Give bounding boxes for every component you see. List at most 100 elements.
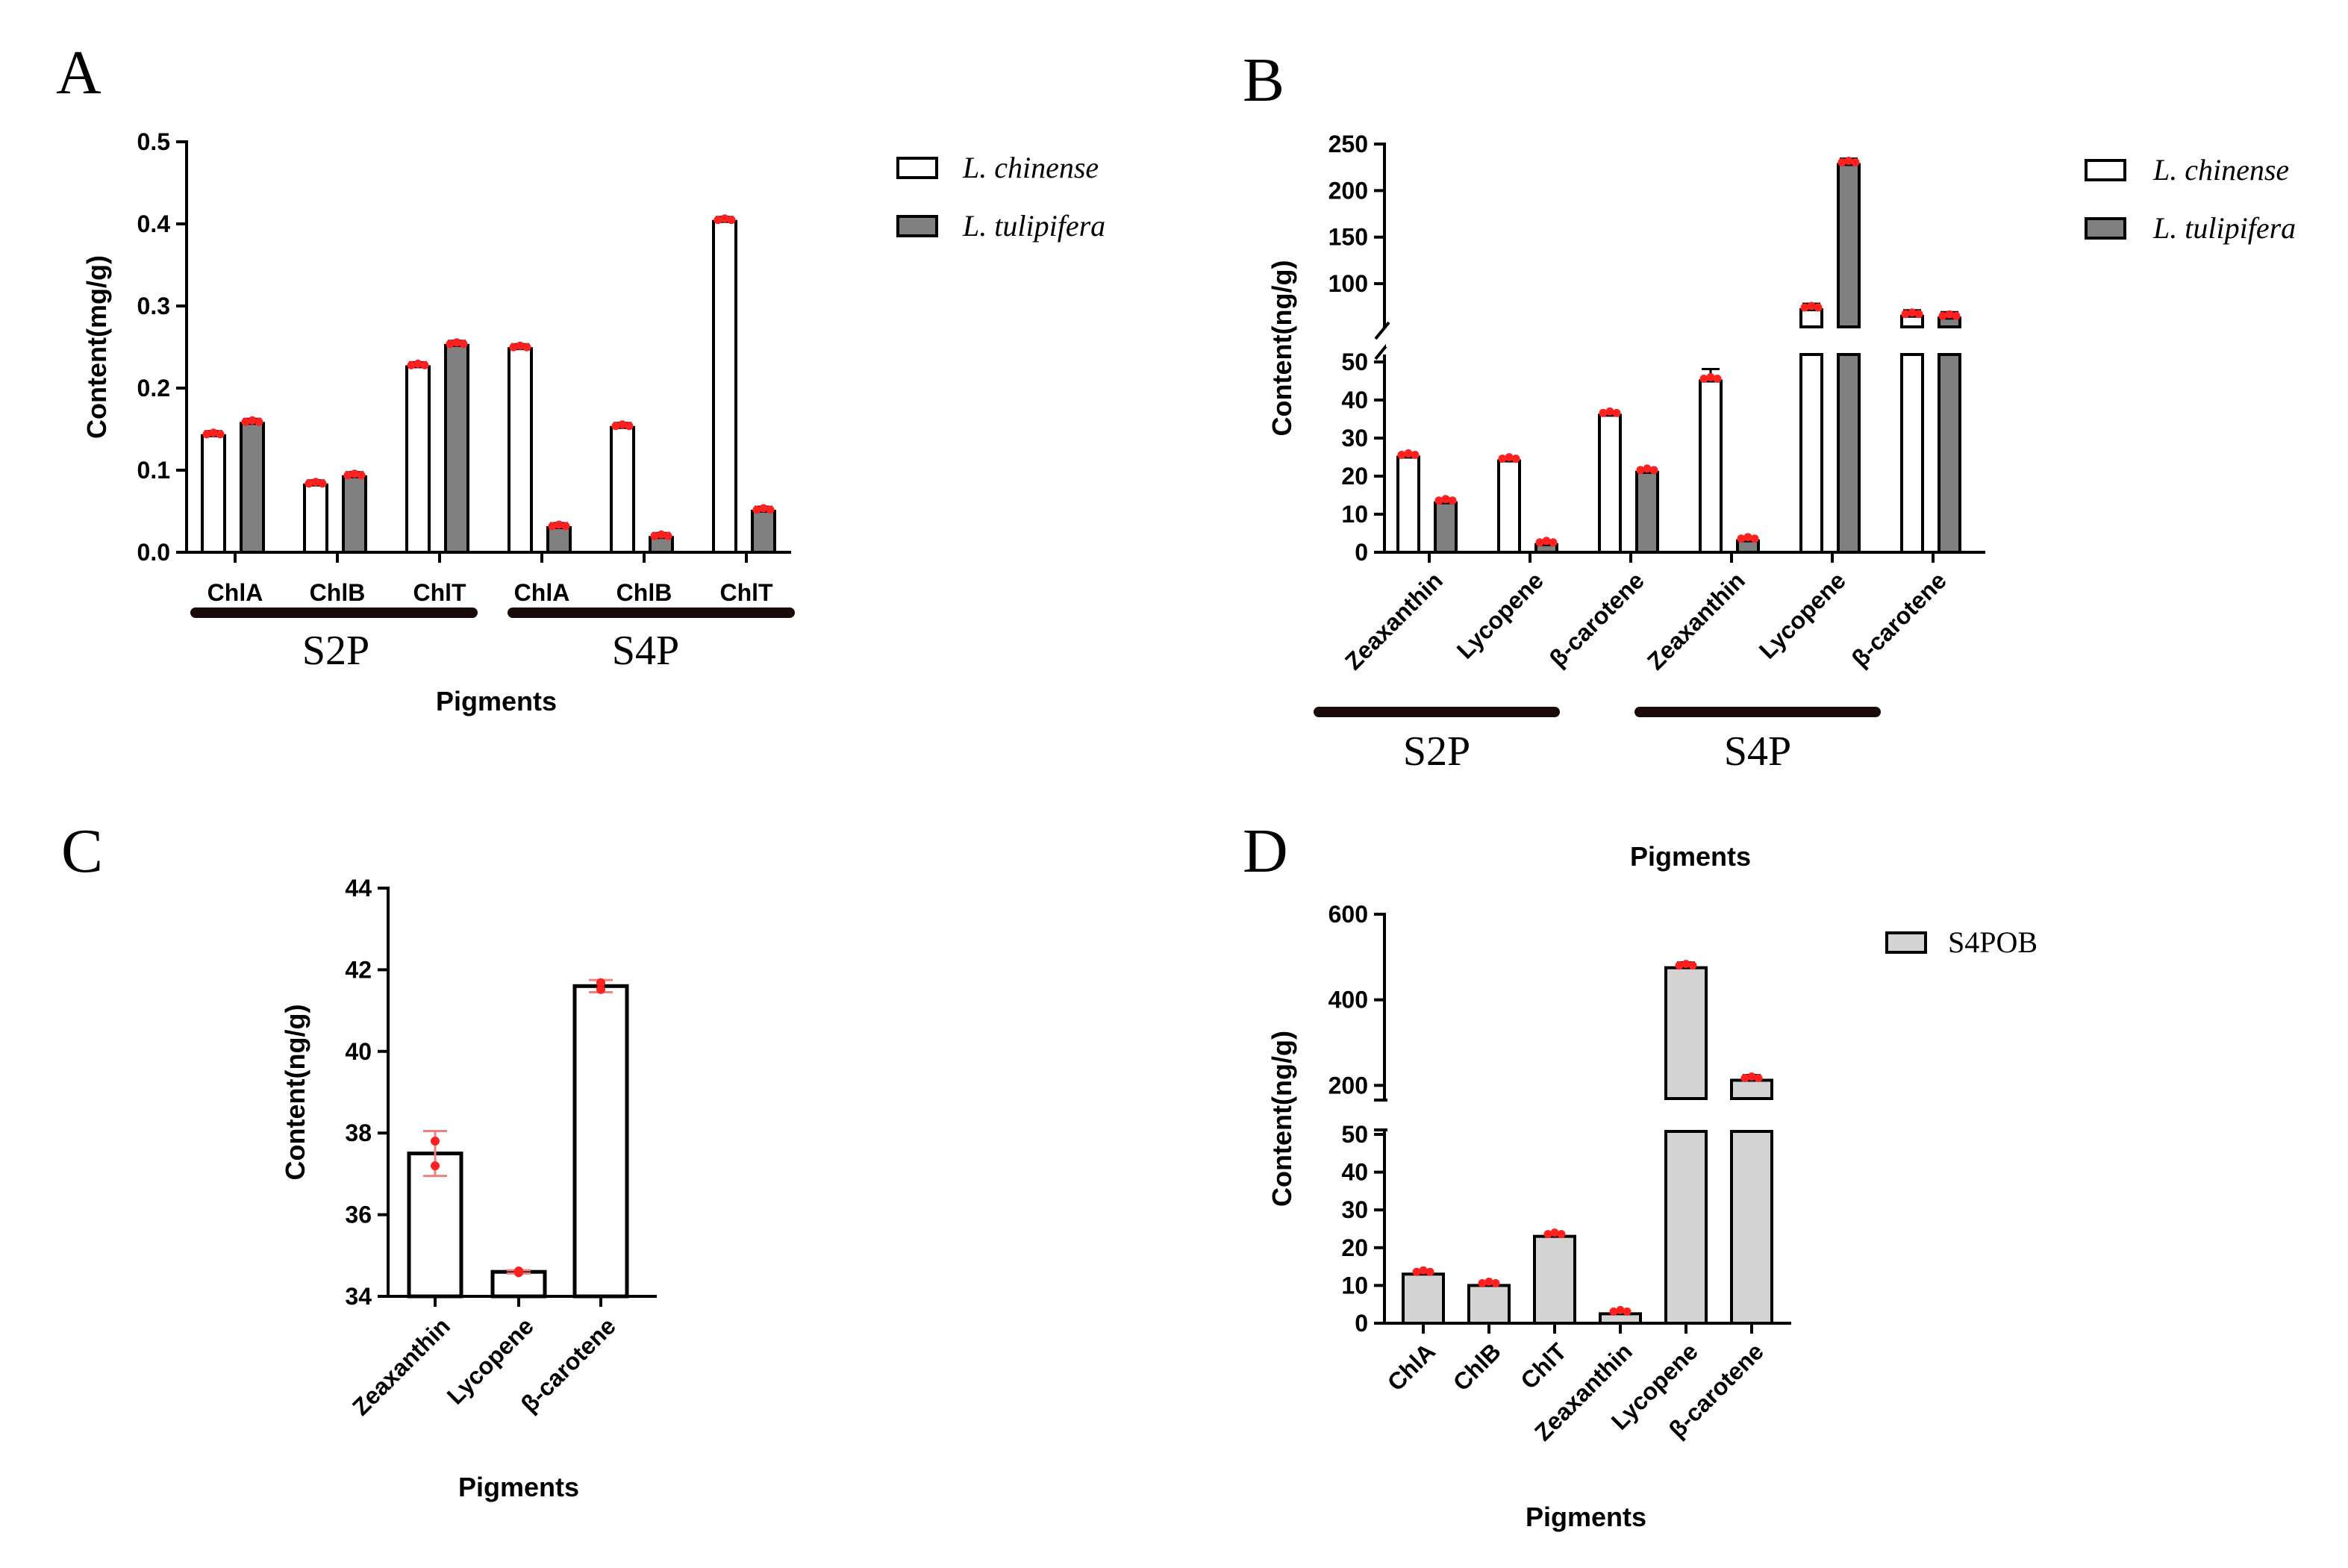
bar-s4pob — [1664, 966, 1708, 1100]
category-label: ChlT — [1515, 1337, 1572, 1394]
x-axis-label: Pigments — [1526, 1502, 1646, 1532]
data-points — [248, 416, 257, 425]
data-points — [625, 422, 634, 431]
y-tick-label: 0.0 — [137, 539, 170, 566]
data-points — [596, 978, 605, 987]
bar-l-chinense — [1799, 308, 1823, 329]
category-label: ChlT — [719, 579, 773, 606]
axis-break-gap — [1386, 330, 1987, 347]
y-axis-label: Content(ng/g) — [280, 1005, 310, 1181]
y-tick-label: 20 — [1341, 1234, 1368, 1261]
bar-l-chinense — [508, 347, 533, 554]
legend-swatch — [1885, 931, 1927, 954]
bar-l-chinense — [610, 425, 635, 554]
data-points — [1498, 455, 1507, 463]
y-tick-label: 40 — [1341, 1159, 1368, 1186]
category-label: Zeaxanthin — [1340, 566, 1448, 675]
data-points — [459, 340, 468, 349]
data-points — [1549, 538, 1558, 547]
y-tick-label: 600 — [1328, 901, 1368, 928]
data-points — [452, 338, 461, 347]
data-points — [727, 216, 736, 225]
data-points — [1511, 455, 1520, 463]
data-points — [413, 359, 422, 368]
legend-label: S4POB — [1948, 925, 2038, 959]
data-points — [241, 417, 250, 426]
panel-a: A 0.0 0.1 0.2 0.3 0.4 0.5 Content(mg/g) ChlA ChlB… — [56, 38, 1105, 716]
bar-l-tulipifera — [240, 422, 265, 554]
data-points — [1411, 451, 1420, 459]
data-points — [1404, 449, 1413, 457]
data-points — [1807, 302, 1816, 310]
data-points — [1914, 310, 1923, 319]
data-points — [516, 341, 525, 350]
group-bar-s4p — [508, 607, 795, 618]
legend-swatch — [896, 157, 938, 179]
data-points — [318, 479, 327, 488]
category-label: ChlT — [413, 579, 466, 606]
data-points — [311, 478, 320, 487]
data-points — [343, 471, 352, 480]
data-points — [752, 505, 761, 514]
legend-swatch — [2085, 159, 2126, 181]
data-points — [1945, 310, 1954, 319]
bar-l-tulipifera — [1635, 470, 1659, 555]
y-axis-label: Content(ng/g) — [1267, 1031, 1297, 1207]
bar-l-tulipifera — [546, 526, 572, 554]
y-tick-label: 200 — [1328, 1072, 1368, 1099]
category-label: ChlA — [1382, 1337, 1440, 1396]
data-points — [209, 428, 218, 437]
bar-s4pob — [1730, 1130, 1773, 1325]
category-label: β-carotene — [1846, 566, 1952, 672]
data-points — [1675, 961, 1684, 970]
y-tick-label: 0 — [1355, 1310, 1368, 1337]
bar-l-tulipifera — [342, 475, 367, 554]
bar-s4pob — [1533, 1234, 1576, 1325]
data-points — [618, 420, 627, 429]
data-points — [1448, 496, 1457, 505]
bar-s4pob — [1599, 1312, 1642, 1325]
bar-l-chinense — [201, 434, 226, 554]
data-points — [766, 505, 775, 514]
bar-l-tulipifera — [444, 343, 469, 554]
data-points — [509, 343, 518, 352]
y-tick-label: 30 — [1341, 1196, 1368, 1223]
axis-break-mark — [1374, 321, 1390, 340]
data-points — [1740, 1073, 1749, 1082]
data-points — [1649, 466, 1658, 475]
data-points — [1938, 311, 1947, 320]
data-points — [1491, 1278, 1500, 1287]
data-points — [1713, 375, 1722, 383]
data-points — [522, 343, 531, 352]
data-points — [1737, 534, 1746, 543]
data-points — [1599, 408, 1608, 417]
data-points — [664, 531, 672, 540]
bar — [407, 1152, 463, 1299]
data-points — [1952, 311, 1961, 320]
bar-s4pob — [1664, 1130, 1708, 1325]
category-label: Lycopene — [1452, 566, 1549, 663]
data-points — [596, 984, 605, 994]
y-tick-label: 30 — [1341, 425, 1368, 452]
bar-l-chinense — [303, 483, 328, 554]
y-tick-label: 10 — [1341, 1272, 1368, 1299]
data-points — [1743, 533, 1752, 542]
data-points — [1557, 1230, 1566, 1239]
y-tick-label: 10 — [1341, 501, 1368, 528]
data-points — [431, 1137, 440, 1146]
panel-c: C343638404244Content(ng/g)ZeaxanthinLyco… — [61, 816, 657, 1502]
category-label: β-carotene — [1544, 566, 1649, 672]
data-points — [548, 522, 557, 531]
bar-l-chinense — [1396, 455, 1420, 554]
data-points — [1505, 453, 1514, 462]
y-tick-label: 100 — [1328, 270, 1368, 297]
data-points — [1550, 1228, 1559, 1237]
data-points — [1688, 961, 1697, 970]
data-points — [1814, 303, 1823, 312]
y-axis-label: Content(ng/g) — [1267, 260, 1297, 437]
y-tick-label: 0.5 — [137, 128, 170, 155]
bar-l-chinense — [1598, 413, 1622, 555]
bar-l-chinense — [1497, 459, 1521, 554]
data-points — [1908, 308, 1917, 317]
y-tick-label: 0.3 — [137, 293, 170, 319]
